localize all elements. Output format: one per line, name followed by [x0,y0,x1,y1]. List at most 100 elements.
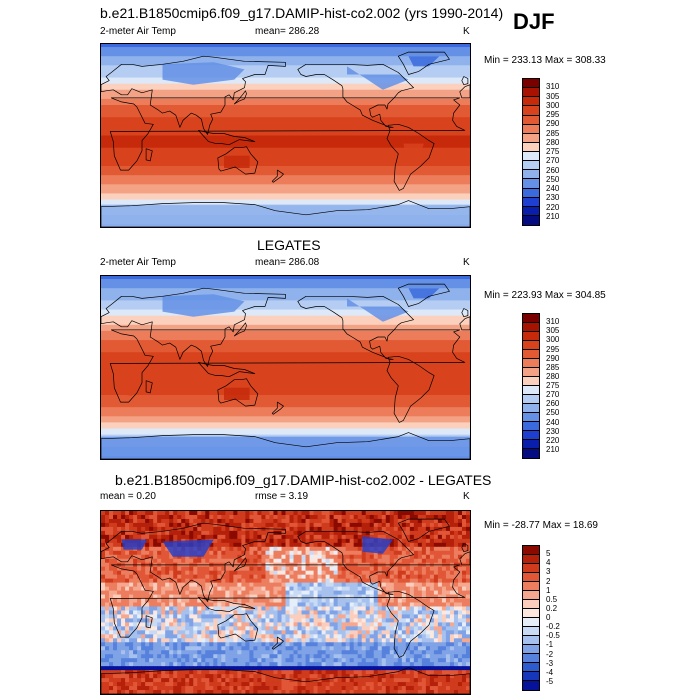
difference-cell [221,590,226,596]
difference-cell [173,606,178,611]
difference-cell [381,514,387,520]
difference-cell [237,662,242,667]
difference-cell [177,662,182,667]
difference-cell [285,526,291,532]
difference-cell [181,658,186,663]
colorbar-swatch [523,440,539,449]
difference-cell [169,622,174,627]
difference-cell [453,690,459,694]
difference-cell [273,650,278,655]
colorbar-tick-label: -1 [546,640,554,650]
difference-cell [445,534,451,540]
difference-cell [105,566,110,572]
difference-cell [281,558,286,564]
difference-cell [105,622,110,627]
difference-cell [249,626,254,631]
difference-cell [353,690,359,694]
difference-cell [157,598,162,603]
difference-cell [265,542,270,548]
difference-cell [309,594,315,600]
temperature-band [101,132,470,137]
difference-cell [177,666,182,671]
difference-cell [245,658,250,663]
difference-cell [141,654,146,659]
difference-cell [437,662,443,667]
difference-cell [341,598,347,603]
difference-cell [333,614,339,619]
difference-cell [297,654,303,659]
difference-cell [369,570,375,576]
difference-cell [149,578,154,584]
difference-cell [425,511,431,516]
difference-cell [245,534,250,540]
difference-cell [297,602,303,607]
difference-cell [329,630,335,635]
difference-cell [189,634,194,639]
difference-cell [101,562,106,568]
difference-cell [185,518,190,524]
difference-cell [153,511,158,516]
difference-cell [205,590,210,596]
difference-cell [357,514,363,520]
difference-cell [101,634,106,639]
difference-cell [193,674,198,679]
difference-cell [221,634,226,639]
difference-cell [181,594,186,600]
difference-cell [301,670,307,675]
difference-cell [109,526,114,532]
difference-cell [193,626,198,631]
difference-cell [249,634,254,639]
difference-cell [249,570,254,576]
difference-cell [401,670,407,675]
difference-cell [229,511,234,516]
difference-cell [241,686,246,691]
difference-cell [441,574,447,580]
difference-cell [125,590,130,596]
temperature-band [101,138,470,143]
difference-cell [241,530,246,536]
difference-cell [153,558,158,564]
difference-cell [113,610,118,615]
colorbar-tick-label: 250 [546,174,560,184]
difference-cell [277,590,282,596]
difference-cell [241,558,246,564]
difference-cell [213,674,218,679]
difference-cell [233,570,238,576]
difference-cell [329,646,335,651]
difference-cell [305,511,311,516]
difference-cell [249,574,254,580]
difference-cell [441,602,447,607]
difference-cell [173,518,178,524]
difference-cell [421,586,427,592]
land-temperature-patch [408,56,440,67]
difference-cell [445,511,451,516]
difference-cell [389,650,395,655]
difference-cell [409,626,415,631]
temperature-band [101,141,470,146]
difference-cell [193,530,198,536]
difference-cell [313,662,319,667]
difference-cell [305,630,311,635]
difference-cell [189,590,194,596]
difference-cell [385,666,391,671]
difference-cell [409,686,415,691]
land-temperature-patch [162,294,245,317]
difference-cell [253,566,258,572]
temperature-band [101,169,470,173]
difference-cell [277,606,282,611]
difference-cell [141,582,146,588]
difference-cell [377,558,383,564]
difference-cell [117,622,122,627]
difference-cell [445,634,451,639]
difference-cell [153,666,158,671]
difference-cell [345,554,351,560]
difference-cell [437,566,443,572]
difference-cell [261,650,266,655]
difference-cell [265,650,270,655]
difference-cell [345,618,351,623]
difference-cell [153,650,158,655]
difference-cell [101,511,106,516]
difference-cell [177,650,182,655]
difference-cell [213,511,218,516]
difference-cell [425,522,431,528]
